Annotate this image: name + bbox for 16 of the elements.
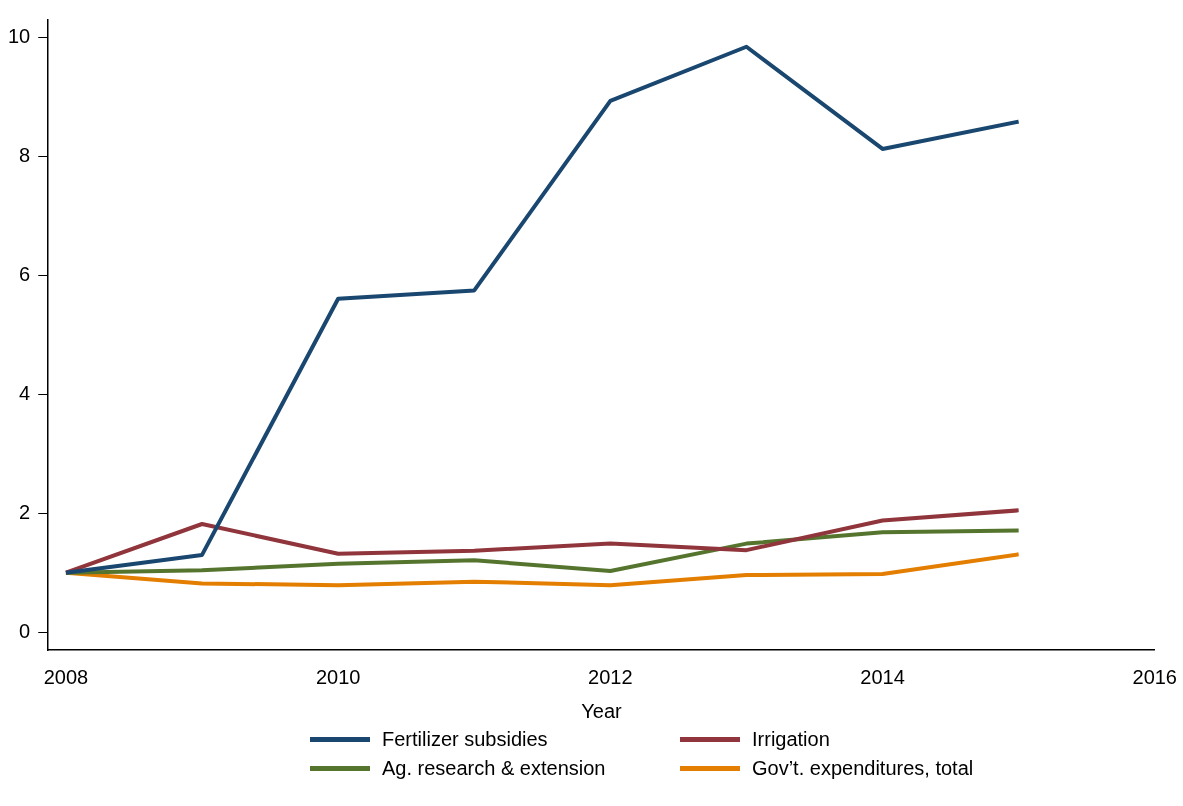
x-tick-label: 2008	[43, 665, 89, 688]
legend-label: Fertilizer subsidies	[382, 728, 548, 751]
x-tick-label: 2010	[315, 665, 361, 688]
legend-label: Irrigation	[752, 728, 830, 751]
x-tick-label: 2016	[1132, 665, 1177, 688]
y-tick-label: 10	[8, 25, 31, 48]
legend-label: Gov’t. expenditures, total	[752, 757, 974, 780]
y-tick-label: 4	[19, 381, 31, 404]
legend-label: Ag. research & extension	[382, 757, 606, 780]
y-tick-label: 2	[19, 500, 31, 523]
y-tick-label: 8	[19, 144, 31, 167]
x-tick-label: 2014	[860, 665, 905, 688]
y-tick-label: 0	[19, 619, 31, 642]
x-tick-label: 2012	[588, 665, 633, 688]
x-axis-title: Year	[581, 699, 623, 722]
y-tick-label: 6	[19, 263, 31, 286]
